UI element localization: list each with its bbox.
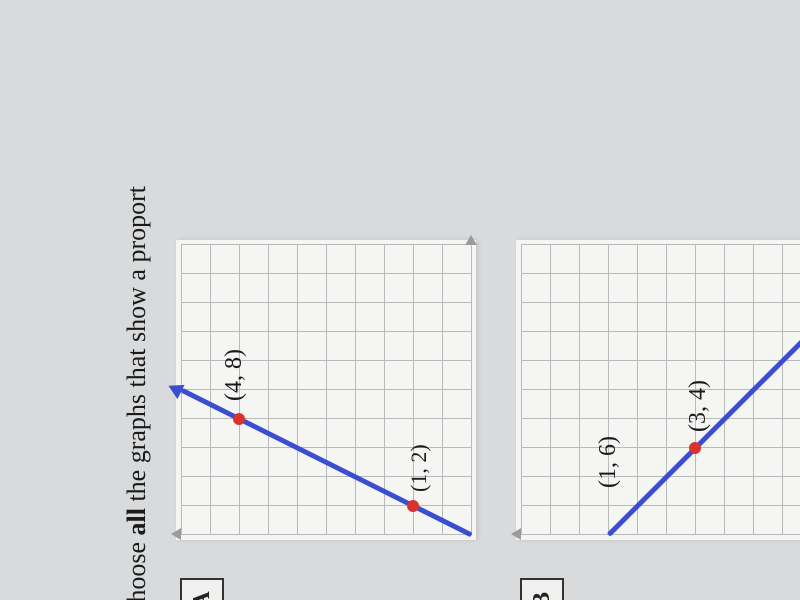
data-point	[689, 442, 701, 454]
point-label: (1, 6)	[595, 436, 622, 488]
data-point	[233, 413, 245, 425]
gridline-v	[181, 331, 471, 332]
gridline-v	[181, 302, 471, 303]
gridline-h	[521, 245, 522, 535]
axis-arrow-up	[171, 528, 181, 540]
worksheet-page: Choose all the graphs that show a propor…	[100, 0, 700, 600]
gridline-h	[782, 245, 783, 535]
gridline-h	[326, 245, 327, 535]
gridline-v	[521, 331, 800, 332]
point-label: (1, 2)	[406, 444, 432, 492]
gridline-h	[297, 245, 298, 535]
graph-panel-b: (1, 6) (3, 4)	[516, 240, 800, 540]
gridline-v	[521, 476, 800, 477]
gridline-h	[355, 245, 356, 535]
gridline-h	[442, 245, 443, 535]
gridline-v	[181, 273, 471, 274]
gridline-h	[268, 245, 269, 535]
gridline-h	[471, 245, 472, 535]
axis-arrow-right	[465, 235, 477, 245]
gridline-h	[637, 245, 638, 535]
gridline-h	[724, 245, 725, 535]
option-box-a[interactable]: A	[180, 578, 224, 600]
question-text: Choose all the graphs that show a propor…	[122, 186, 152, 600]
gridline-v	[521, 505, 800, 506]
gridline-v	[521, 389, 800, 390]
gridline-h	[550, 245, 551, 535]
gridline-v	[521, 447, 800, 448]
gridline-h	[666, 245, 667, 535]
point-label: (4, 8)	[221, 349, 248, 401]
gridline-h	[210, 245, 211, 535]
graph-panel-a: (1, 2) (4, 8)	[176, 240, 476, 540]
gridline-v	[521, 244, 800, 245]
gridline-v	[521, 360, 800, 361]
axis-arrow-up	[511, 528, 521, 540]
gridline-v	[521, 273, 800, 274]
gridline-v	[521, 302, 800, 303]
gridline-h	[608, 245, 609, 535]
gridline-v	[521, 534, 800, 535]
data-point	[407, 500, 419, 512]
gridline-v	[181, 244, 471, 245]
gridline-h	[579, 245, 580, 535]
gridline-v	[521, 418, 800, 419]
point-label: (3, 4)	[685, 380, 712, 432]
option-box-b[interactable]: B	[520, 578, 564, 600]
